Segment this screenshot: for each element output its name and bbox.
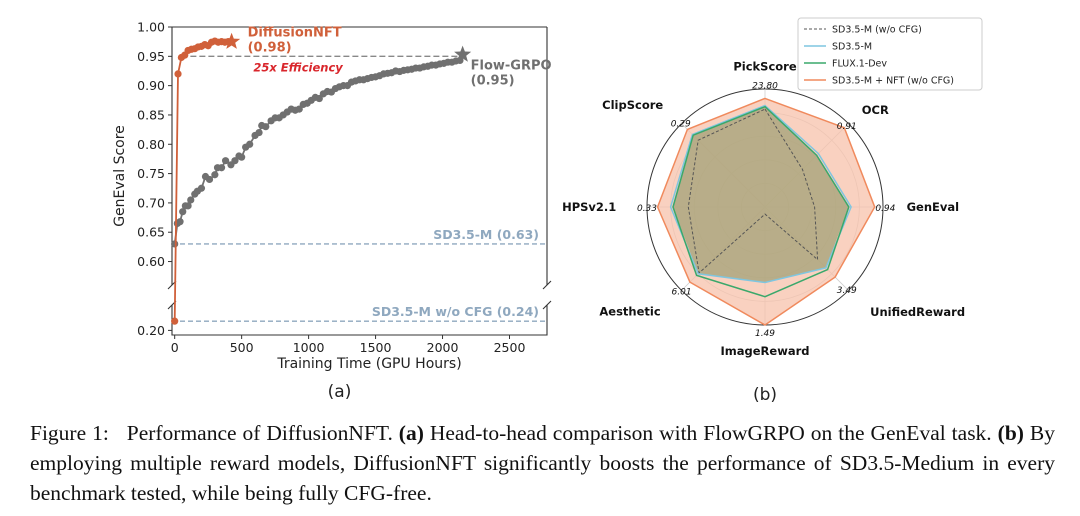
flowgrpo-point [187, 196, 195, 204]
diffusionnft-label: DiffusionNFT [248, 26, 342, 41]
y-tick-label: 0.80 [137, 137, 165, 152]
flowgrpo-point [238, 153, 246, 161]
radar-axis-label: ClipScore [602, 98, 663, 112]
flowgrpo-point [205, 175, 214, 184]
diffusionnft-final-label: (0.98) [248, 41, 292, 56]
flowgrpo-final-label: (0.95) [471, 74, 515, 89]
caption-text-2: Head-to-head comparison with FlowGRPO on… [429, 421, 992, 445]
radar-axis-value: 3.49 [837, 286, 857, 296]
radar-series-line [672, 105, 850, 298]
y-axis-label: GenEval Score [112, 125, 128, 227]
radar-legend-label: SD3.5-M + NFT (w/o CFG) [832, 76, 954, 87]
diffusionnft-final-star [223, 32, 241, 49]
flowgrpo-point [211, 171, 219, 179]
flowgrpo-point [255, 128, 263, 137]
axis-break-mark-upper [542, 280, 552, 290]
flowgrpo-line [173, 54, 464, 245]
flowgrpo-point [221, 157, 230, 165]
reference-label-sd35m-wo-cfg: SD3.5-M w/o CFG (0.24) [372, 304, 539, 319]
x-tick-label: 1500 [360, 340, 392, 355]
flowgrpo-point [179, 208, 187, 216]
reference-label-sd35m: SD3.5-M (0.63) [433, 227, 539, 242]
radar-legend-label: FLUX.1-Dev [832, 59, 887, 70]
x-tick-label: 500 [230, 340, 254, 355]
y-tick-label: 0.20 [137, 323, 165, 338]
panel-label-a: (a) [328, 382, 352, 402]
y-tick-label: 0.70 [137, 195, 165, 210]
flowgrpo-point [315, 94, 323, 103]
radar-axis-label: UnifiedReward [870, 305, 965, 319]
y-tick-label: 0.60 [137, 254, 165, 269]
radar-axis-label: GenEval [907, 200, 959, 214]
radar-axis-value: 0.94 [875, 204, 895, 214]
flowgrpo-point [197, 184, 206, 192]
y-tick-label: 1.00 [137, 20, 165, 35]
caption-text-1: Performance of DiffusionNFT. [126, 421, 393, 445]
caption-figure-label: Figure 1: [30, 421, 109, 445]
radar-legend-label: SD3.5-M [832, 42, 872, 53]
radar-axis-value: 0.33 [637, 204, 657, 214]
flowgrpo-point [246, 140, 254, 148]
x-tick-label: 2000 [427, 340, 459, 355]
radar-axis-value: 1.49 [755, 329, 775, 339]
flowgrpo-final-star [454, 45, 472, 62]
radar-axis-label: Aesthetic [599, 304, 660, 318]
y-tick-label: 0.95 [137, 49, 165, 64]
radar-axis-value: 23.80 [752, 81, 778, 91]
radar-axis-label: HPSv2.1 [562, 200, 616, 214]
axis-break-mark-lower [542, 300, 552, 310]
flowgrpo-point [295, 105, 303, 113]
chart-b-radar: PickScore 23.80 OCR 0.91 GenEval 0.94 UnifiedR… [562, 17, 983, 405]
radar-legend-box [797, 17, 983, 91]
radar-legend-label: SD3.5-M (w/o CFG) [832, 25, 922, 36]
x-tick-label: 2500 [494, 340, 526, 355]
caption-part-a-label: (a) [398, 421, 424, 445]
diffusionnft-point [171, 317, 179, 325]
y-tick-label: 0.65 [137, 225, 165, 240]
x-tick-label: 0 [171, 340, 179, 355]
flowgrpo-point [231, 157, 239, 165]
chart-a-geneval-vs-time: 0.60 0.65 0.70 0.75 0.80 0.85 0.90 0.95 1.00 0.20… [112, 20, 552, 403]
flowgrpo-point [217, 164, 226, 172]
radar-series-line [656, 97, 876, 326]
y-tick-label: 0.75 [137, 166, 165, 181]
flowgrpo-point [176, 218, 184, 226]
y-tick-label: 0.90 [137, 78, 165, 93]
y-tick-label: 0.85 [137, 107, 165, 122]
diffusionnft-point [174, 70, 182, 78]
radar-axis-label: ImageReward [721, 344, 810, 358]
radar-axis-label: OCR [862, 103, 889, 117]
caption-part-b-label: (b) [997, 421, 1024, 445]
radar-series-line [669, 104, 852, 284]
radar-axis-value: 0.91 [837, 122, 857, 132]
radar-axis-value: 0.29 [671, 120, 691, 130]
caption-text-3: By employing multiple reward models, Dif… [30, 421, 1055, 505]
flowgrpo-point [262, 123, 270, 131]
efficiency-annotation: 25x Efficiency [253, 60, 343, 74]
flowgrpo-point [184, 202, 192, 210]
x-tick-label: 1000 [293, 340, 325, 355]
radar-axis-value: 6.01 [672, 287, 692, 297]
radar-fill-overlap [673, 106, 849, 283]
flowgrpo-point [171, 240, 179, 248]
radar-axis-label: PickScore [733, 60, 797, 74]
panel-label-b: (b) [753, 385, 777, 405]
x-axis-label: Training Time (GPU Hours) [276, 356, 461, 372]
radar-series-line [687, 108, 819, 274]
flowgrpo-label: Flow-GRPO [471, 59, 552, 74]
figure-caption: Figure 1: Performance of DiffusionNFT. (… [30, 418, 1055, 508]
